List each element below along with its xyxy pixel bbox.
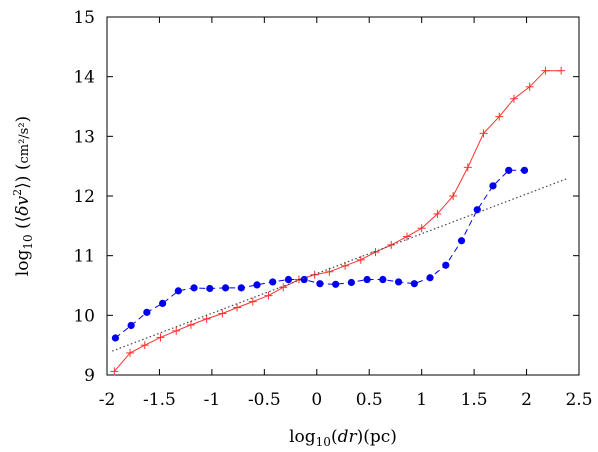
data-point-circle [363, 275, 371, 284]
y-axis-label: log10 (⟨δv2⟩) (cm²/s²) [11, 116, 35, 276]
data-point-circle [127, 321, 135, 330]
data-point-plus [248, 297, 257, 306]
y-tick-label: 12 [73, 187, 95, 207]
data-point-circle [237, 284, 245, 292]
data-point-plus [449, 192, 458, 200]
data-point-circle [394, 278, 403, 286]
data-point-circle [174, 287, 182, 295]
tick-group: -2 -1.5 -1 -0.5 0 0.5 1 1.5 2 2.5 9 10 11 12 13 14 15 [73, 8, 592, 410]
data-point-plus [156, 333, 165, 342]
data-point-plus [417, 224, 426, 233]
x-tick-label: 1 [416, 390, 427, 410]
data-point-plus [279, 283, 288, 292]
data-point-circle [111, 334, 119, 342]
series-line-3 [111, 177, 569, 352]
data-point-circle [505, 166, 513, 174]
data-point-plus [557, 66, 566, 75]
svg-text:log10 (⟨δv2⟩) (cm²/s²): log10 (⟨δv2⟩) (cm²/s²) [11, 116, 35, 276]
data-point-plus [495, 112, 504, 121]
series-line-1 [113, 70, 562, 372]
data-point-circle [379, 275, 387, 284]
data-point-plus [264, 291, 273, 300]
data-point-plus [541, 66, 550, 75]
data-point-plus [172, 326, 181, 335]
data-point-plus [140, 341, 149, 350]
y-tick-label: 14 [73, 68, 95, 88]
data-point-plus [186, 320, 195, 329]
x-tick-label: -2 [99, 390, 116, 410]
data-point-plus [356, 255, 365, 264]
data-point-plus [218, 309, 227, 318]
data-point-circle [347, 278, 355, 287]
series-line-2 [115, 169, 525, 339]
data-point-plus [233, 303, 242, 312]
x-tick-label: -1.5 [143, 390, 176, 410]
data-point-circle [520, 166, 529, 174]
data-point-plus [402, 232, 411, 241]
data-point-circle [158, 299, 167, 307]
data-point-circle [316, 280, 324, 288]
data-point-circle [300, 275, 308, 284]
plot-frame [106, 16, 580, 376]
data-point-circle [284, 275, 293, 284]
x-tick-label: 2.5 [565, 390, 592, 410]
series-group [110, 66, 569, 376]
data-point-circle [206, 284, 214, 293]
data-point-circle [410, 280, 418, 288]
x-axis-label: log10(dr)(pc) [289, 427, 397, 449]
data-point-circle [221, 284, 230, 292]
x-tick-label: -0.5 [248, 390, 281, 410]
y-tick-label: 10 [73, 306, 95, 326]
y-tick-label: 15 [73, 8, 95, 28]
y-tick-label: 11 [73, 247, 95, 267]
data-point-plus [525, 82, 534, 91]
data-point-circle [332, 280, 340, 288]
data-point-circle [442, 261, 450, 269]
data-point-plus [509, 94, 518, 103]
y-tick-label: 9 [84, 366, 95, 386]
data-point-circle [457, 237, 466, 245]
data-point-circle [426, 274, 434, 282]
x-tick-label: 2 [521, 390, 532, 410]
y-tick-label: 13 [73, 127, 95, 147]
data-point-plus [371, 248, 380, 257]
data-point-circle [143, 308, 151, 316]
data-point-plus [110, 367, 119, 376]
data-point-plus [433, 209, 442, 218]
data-point-plus [126, 348, 135, 357]
data-point-circle [269, 278, 277, 286]
data-point-plus [463, 163, 472, 172]
data-point-plus [202, 314, 211, 323]
data-point-circle [253, 281, 261, 289]
data-point-circle [190, 284, 198, 292]
data-point-circle [489, 182, 497, 190]
x-tick-label: 1.5 [461, 390, 488, 410]
x-tick-label: -1 [204, 390, 221, 410]
x-tick-label: 0.5 [356, 390, 383, 410]
data-point-plus [479, 129, 488, 138]
x-tick-label: 0 [311, 390, 322, 410]
data-point-plus [387, 240, 396, 249]
